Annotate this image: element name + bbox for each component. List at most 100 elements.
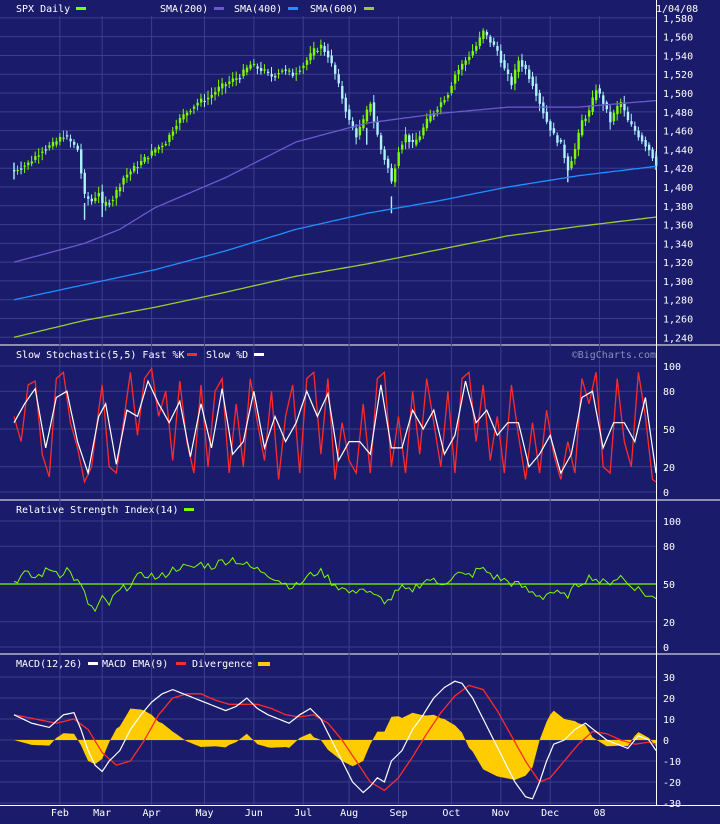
price-bar-body — [535, 83, 538, 96]
price-bar-body — [242, 69, 245, 77]
price-bar-body — [20, 168, 23, 170]
chart-date-label: 1/04/08 — [656, 4, 698, 15]
x-tick-label-may: May — [195, 808, 213, 819]
price-bar-body — [566, 156, 570, 171]
legend-swatch-macd — [88, 662, 98, 665]
price-bar-body — [651, 149, 654, 159]
legend-label-sma400: SMA(400) — [234, 4, 282, 15]
price-bar-body — [154, 149, 157, 153]
legend-swatch-sma200 — [214, 7, 224, 10]
x-tick-label-aug: Aug — [340, 808, 358, 819]
y-tick-label-0-12: 1,340 — [663, 239, 693, 250]
price-bar-body — [513, 69, 517, 84]
price-bar-body — [51, 141, 55, 147]
price-bar-body — [489, 36, 492, 43]
price-bar-body — [228, 81, 231, 84]
macd-signal-line — [13, 684, 657, 792]
price-bar-body — [446, 95, 450, 98]
price-bar-body — [573, 149, 577, 159]
price-bar-body — [122, 177, 125, 185]
y-tick-label-1-0: 100 — [663, 362, 681, 373]
price-bar-body — [552, 128, 556, 134]
price-bar-body — [224, 84, 228, 87]
price-bar-body — [351, 121, 355, 128]
price-bar-body — [418, 136, 422, 141]
price-bar-body — [358, 126, 362, 136]
price-bar-body — [281, 70, 284, 72]
price-bar-body — [168, 134, 171, 142]
price-chart-title: SPX Daily — [16, 4, 70, 15]
price-bar-body — [161, 145, 164, 148]
price-bar-body — [492, 41, 496, 45]
x-tick-label-08: 08 — [594, 808, 606, 819]
price-bar-body — [30, 161, 34, 164]
price-bar-body — [425, 118, 429, 129]
price-bar-body — [125, 174, 129, 178]
price-bar-body — [171, 131, 175, 136]
price-bar-body — [235, 78, 238, 80]
price-bar-body — [549, 121, 552, 131]
y-tick-label-0-14: 1,300 — [663, 277, 693, 288]
price-bar-body — [185, 112, 189, 116]
price-bar-body — [87, 196, 90, 199]
price-bar-body — [284, 69, 288, 71]
price-bar-body — [616, 105, 619, 115]
price-bar-body — [129, 171, 132, 175]
price-bar-body — [499, 50, 503, 63]
x-tick-label-dec: Dec — [541, 808, 559, 819]
price-bar-body — [633, 125, 637, 131]
price-bar-body — [83, 172, 86, 194]
x-tick-label-feb: Feb — [51, 808, 69, 819]
price-bar-body — [104, 201, 108, 206]
price-bar-body — [422, 127, 425, 136]
price-bar-body — [274, 76, 277, 78]
price-bar-body — [524, 64, 527, 70]
price-bar-body — [393, 168, 397, 183]
price-bar-body — [196, 102, 199, 106]
price-bar-body — [23, 165, 26, 167]
price-bar-body — [249, 64, 252, 69]
price-bar-body — [605, 102, 609, 110]
y-tick-label-1-1: 80 — [663, 387, 675, 398]
price-bar-body — [372, 102, 376, 123]
sma-400-line — [13, 165, 657, 301]
y-tick-label-0-6: 1,460 — [663, 127, 693, 138]
price-bar-body — [305, 60, 309, 65]
grid-layer — [0, 0, 720, 806]
legend-swatch-divergence — [258, 662, 270, 666]
price-bar-body — [376, 121, 379, 135]
price-bar-body — [478, 37, 482, 47]
price-bar-body — [538, 93, 541, 104]
price-bar-body — [221, 83, 224, 89]
price-bar-body — [136, 167, 139, 169]
price-bar-body — [147, 158, 150, 160]
price-bar-body — [157, 146, 161, 150]
y-tick-label-0-15: 1,280 — [663, 296, 693, 307]
price-bar-body — [609, 111, 612, 123]
x-tick-label-nov: Nov — [492, 808, 510, 819]
price-bar-body — [41, 151, 44, 153]
price-bar-body — [411, 140, 415, 142]
price-bar-body — [587, 110, 591, 117]
price-bar-body — [577, 132, 580, 150]
price-bar-body — [415, 139, 418, 145]
x-tick-label-apr: Apr — [143, 808, 161, 819]
price-bar-body — [348, 109, 351, 120]
price-bar-body — [369, 103, 372, 112]
price-bar-body — [383, 149, 386, 160]
y-tick-label-0-10: 1,380 — [663, 202, 693, 213]
price-bar-body — [175, 125, 178, 130]
price-bar-body — [27, 162, 30, 166]
price-bar-body — [203, 100, 206, 103]
legend-swatch-spx — [76, 7, 86, 10]
price-bar-body — [439, 102, 443, 108]
price-bar-body — [150, 150, 153, 156]
price-bar-body — [207, 97, 210, 100]
price-bar-body — [390, 168, 393, 182]
price-bar-body — [316, 50, 319, 52]
price-bar-body — [432, 113, 436, 117]
price-bar-body — [563, 144, 566, 158]
price-bar-body — [584, 118, 587, 122]
price-bar-body — [531, 76, 534, 86]
price-bar-body — [496, 46, 499, 51]
